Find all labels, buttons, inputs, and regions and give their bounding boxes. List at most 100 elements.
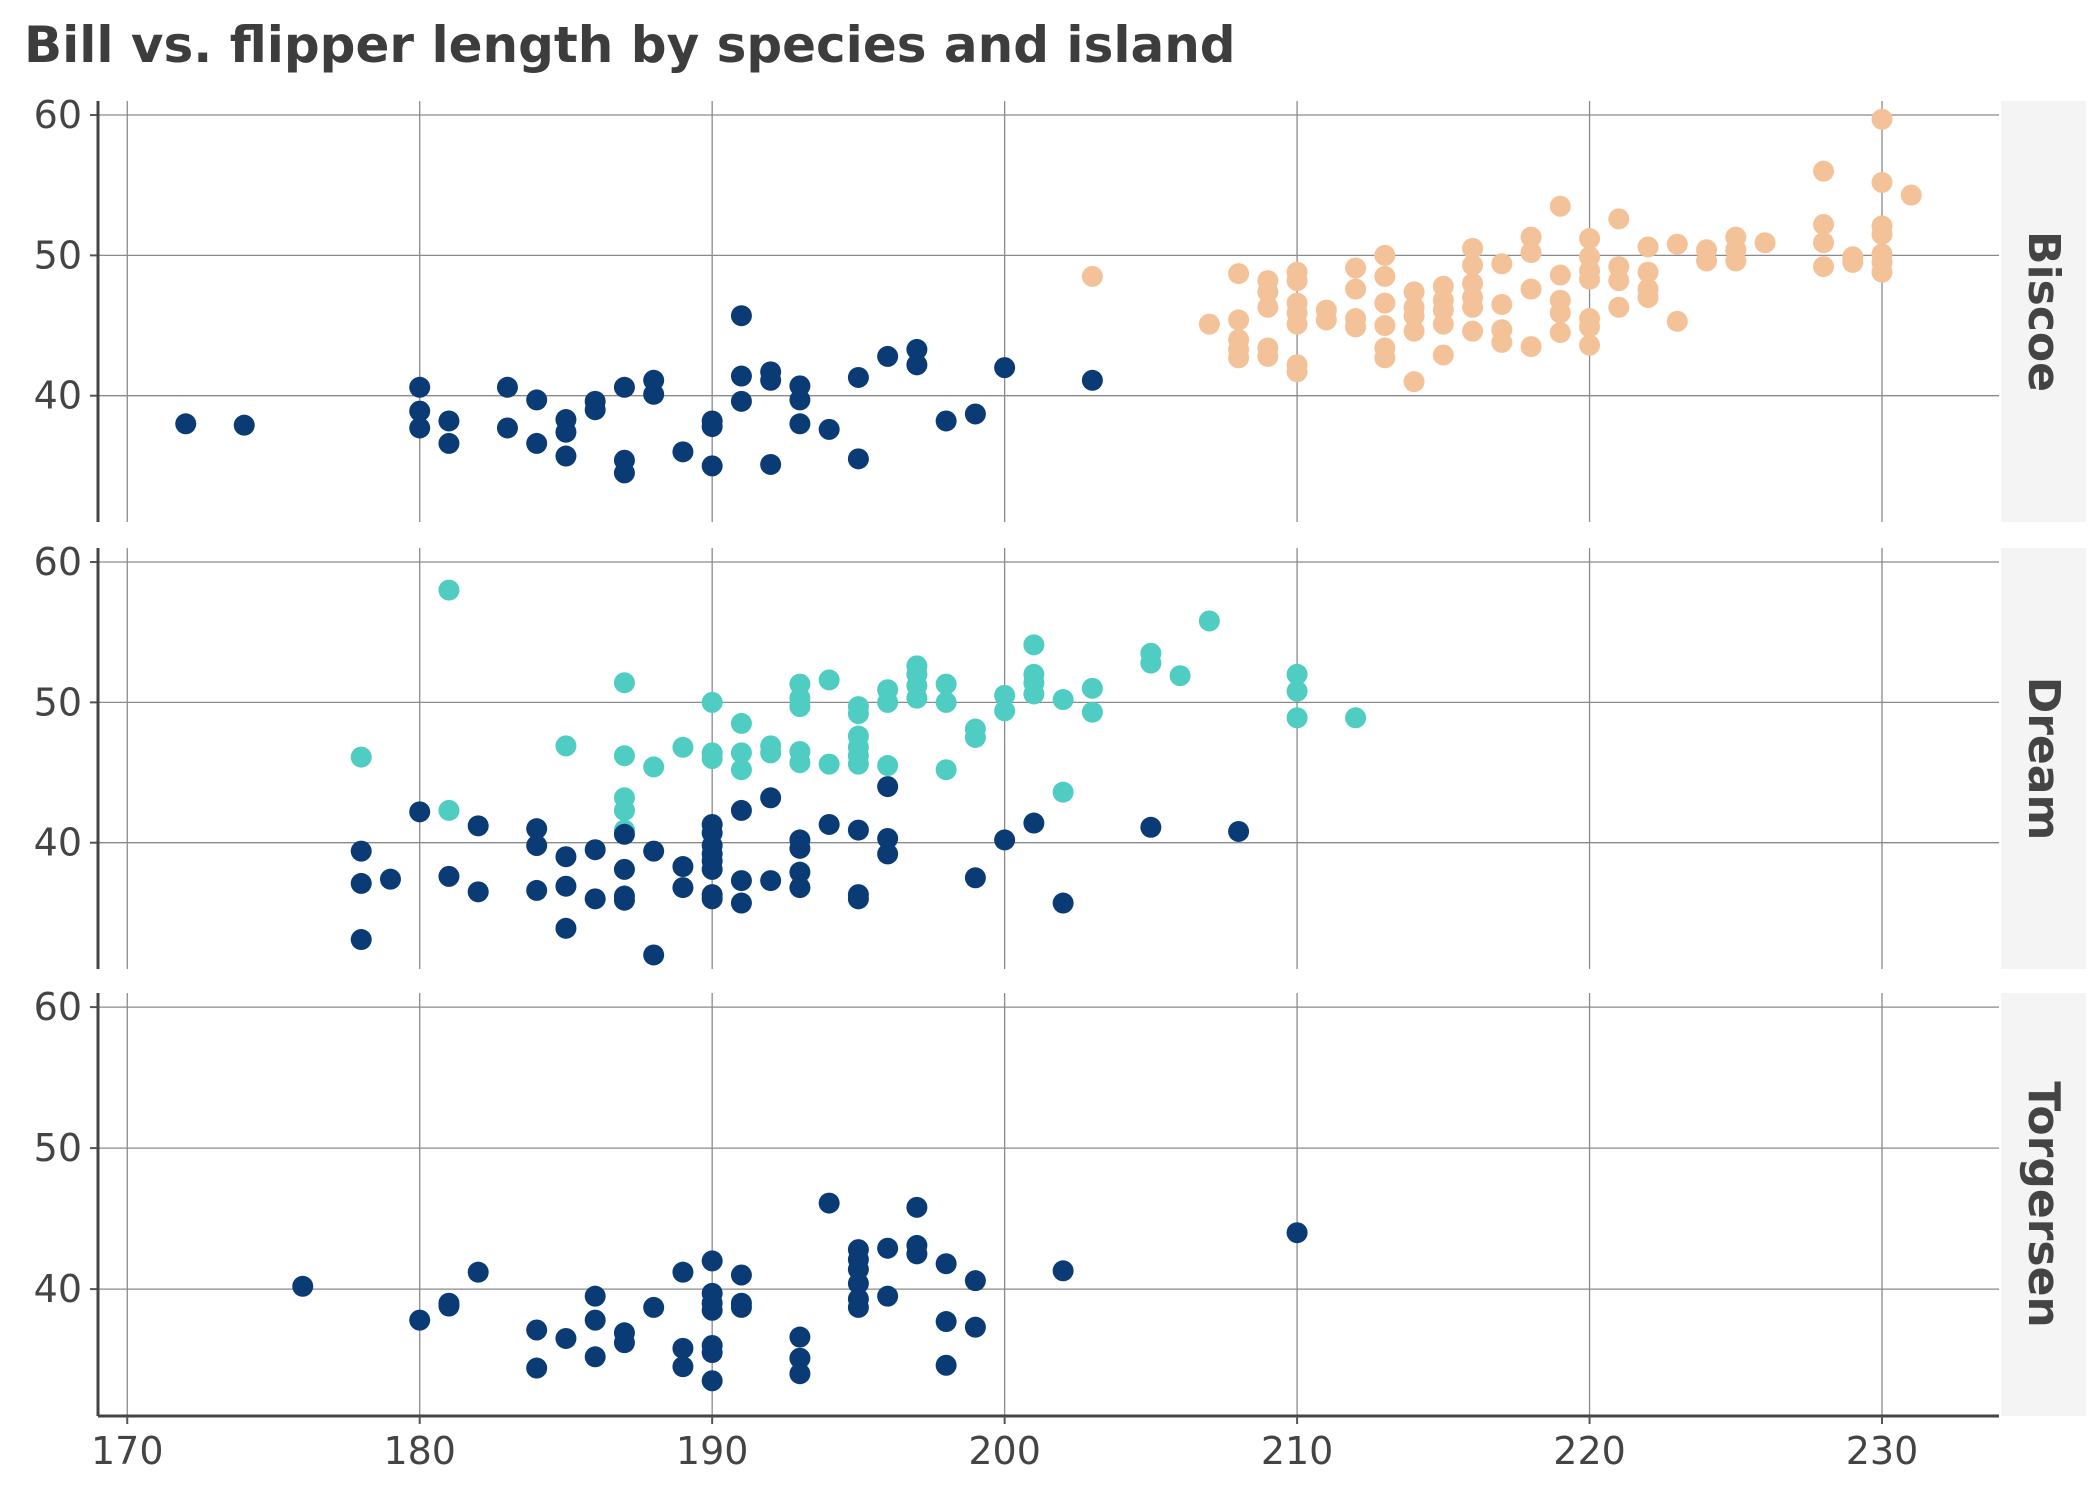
data-point-gentoo bbox=[1286, 361, 1308, 383]
data-point-adelie bbox=[350, 929, 372, 951]
data-point-adelie bbox=[584, 1346, 606, 1368]
data-point-adelie bbox=[409, 1309, 431, 1331]
data-point-adelie bbox=[526, 1319, 548, 1341]
data-point-adelie bbox=[760, 453, 782, 475]
data-point-gentoo bbox=[1813, 160, 1835, 182]
y-tick-label: 50 bbox=[34, 233, 82, 277]
data-point-chinstrap bbox=[701, 691, 723, 713]
facet-strip-label: Torgersen bbox=[2018, 1081, 2069, 1328]
data-point-chinstrap bbox=[730, 759, 752, 781]
data-point-adelie bbox=[643, 1296, 665, 1318]
data-point-gentoo bbox=[1345, 278, 1367, 300]
data-point-adelie bbox=[496, 417, 518, 439]
data-point-chinstrap bbox=[1286, 680, 1308, 702]
data-point-adelie bbox=[613, 858, 635, 880]
data-point-chinstrap bbox=[730, 712, 752, 734]
data-point-gentoo bbox=[1520, 336, 1542, 358]
data-point-adelie bbox=[935, 410, 957, 432]
data-point-adelie bbox=[555, 421, 577, 443]
data-point-gentoo bbox=[1520, 226, 1542, 248]
data-point-adelie bbox=[906, 354, 928, 376]
data-point-gentoo bbox=[1374, 292, 1396, 314]
data-point-adelie bbox=[555, 1327, 577, 1349]
data-point-adelie bbox=[877, 1285, 899, 1307]
data-point-gentoo bbox=[1725, 250, 1747, 272]
data-point-chinstrap bbox=[350, 746, 372, 768]
data-point-gentoo bbox=[1549, 264, 1571, 286]
data-point-gentoo bbox=[1900, 184, 1922, 206]
data-point-adelie bbox=[730, 365, 752, 387]
data-point-adelie bbox=[584, 1309, 606, 1331]
data-point-adelie bbox=[789, 389, 811, 411]
x-tick-label: 170 bbox=[91, 1429, 164, 1473]
data-point-adelie bbox=[555, 875, 577, 897]
data-point-chinstrap bbox=[1052, 781, 1074, 803]
facet-strip-label: Dream bbox=[2018, 677, 2069, 841]
data-point-adelie bbox=[789, 1326, 811, 1348]
data-point-adelie bbox=[701, 888, 723, 910]
data-point-adelie bbox=[847, 448, 869, 470]
data-point-gentoo bbox=[1666, 233, 1688, 255]
panel-torgersen: 40 50 60 Torgersen bbox=[34, 985, 2086, 1416]
x-tick-label: 220 bbox=[1553, 1429, 1626, 1473]
data-point-gentoo bbox=[1432, 313, 1454, 335]
data-point-chinstrap bbox=[877, 755, 899, 777]
data-point-adelie bbox=[438, 432, 460, 454]
data-point-adelie bbox=[789, 877, 811, 899]
data-point-adelie bbox=[994, 829, 1016, 851]
data-point-adelie bbox=[467, 881, 489, 903]
data-point-gentoo bbox=[1286, 313, 1308, 335]
data-point-adelie bbox=[847, 888, 869, 910]
data-point-adelie bbox=[526, 879, 548, 901]
data-point-chinstrap bbox=[964, 726, 986, 748]
data-point-adelie bbox=[964, 403, 986, 425]
data-point-adelie bbox=[730, 870, 752, 892]
data-point-adelie bbox=[701, 1250, 723, 1272]
y-tick-label: 50 bbox=[34, 1126, 82, 1170]
data-point-chinstrap bbox=[994, 700, 1016, 722]
data-point-gentoo bbox=[1491, 253, 1513, 275]
data-point-adelie bbox=[613, 1332, 635, 1354]
facet-strip bbox=[2001, 548, 2086, 969]
data-point-chinstrap bbox=[789, 752, 811, 774]
data-point-gentoo bbox=[1637, 286, 1659, 308]
data-point-adelie bbox=[701, 1342, 723, 1364]
data-point-adelie bbox=[701, 1370, 723, 1392]
data-point-chinstrap bbox=[555, 735, 577, 757]
data-point-adelie bbox=[409, 801, 431, 823]
data-point-chinstrap bbox=[613, 745, 635, 767]
data-point-adelie bbox=[584, 839, 606, 861]
data-point-adelie bbox=[409, 417, 431, 439]
data-point-gentoo bbox=[1579, 316, 1601, 338]
data-point-adelie bbox=[789, 1347, 811, 1369]
data-point-adelie bbox=[1052, 1260, 1074, 1282]
data-point-chinstrap bbox=[730, 742, 752, 764]
data-point-adelie bbox=[818, 813, 840, 835]
data-point-gentoo bbox=[1491, 293, 1513, 315]
data-point-adelie bbox=[701, 858, 723, 880]
data-point-chinstrap bbox=[1169, 665, 1191, 687]
data-point-adelie bbox=[496, 376, 518, 398]
data-point-chinstrap bbox=[1198, 610, 1220, 632]
data-point-chinstrap bbox=[438, 799, 460, 821]
data-point-gentoo bbox=[1813, 213, 1835, 235]
y-tick-label: 40 bbox=[34, 1267, 82, 1311]
data-point-adelie bbox=[877, 827, 899, 849]
data-point-adelie bbox=[818, 418, 840, 440]
data-point-chinstrap bbox=[906, 687, 928, 709]
data-point-adelie bbox=[1140, 816, 1162, 838]
data-point-adelie bbox=[906, 338, 928, 360]
data-point-adelie bbox=[760, 369, 782, 391]
data-point-gentoo bbox=[1579, 268, 1601, 290]
data-point-gentoo bbox=[1579, 228, 1601, 250]
data-point-adelie bbox=[789, 1363, 811, 1385]
data-point-adelie bbox=[613, 889, 635, 911]
data-point-adelie bbox=[1081, 369, 1103, 391]
x-tick-label: 210 bbox=[1261, 1429, 1334, 1473]
data-point-adelie bbox=[613, 823, 635, 845]
y-tick-label: 40 bbox=[34, 374, 82, 418]
data-point-adelie bbox=[672, 441, 694, 463]
data-point-adelie bbox=[730, 390, 752, 412]
data-point-adelie bbox=[1228, 820, 1250, 842]
